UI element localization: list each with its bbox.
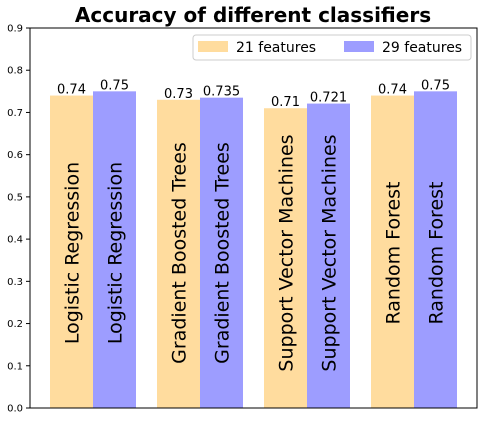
bar-support-vector-machines-21-features: [264, 108, 307, 408]
y-axis: 0.0 0.1 0.2 0.3 0.4 0.5 0.6 0.7 0.8 0.9: [7, 24, 30, 415]
value-label-logistic-regression-21-features: 0.74: [57, 83, 86, 98]
bar-label-gradient-boosted-trees-21-features: Gradient Boosted Trees: [169, 142, 191, 364]
bar-gradient-boosted-trees-29-features: [200, 97, 243, 409]
y-tick-label: 0.8: [7, 66, 23, 77]
y-tick-label: 0.1: [7, 361, 23, 372]
value-label-gradient-boosted-trees-29-features: 0.735: [203, 85, 240, 100]
bar-random-forest-29-features: [414, 91, 457, 408]
legend-label-29-features: 29 features: [382, 40, 462, 56]
bar-label-random-forest-21-features: Random Forest: [383, 181, 405, 324]
plot-frame: [29, 27, 478, 409]
bar-label-logistic-regression-29-features: Logistic Regression: [105, 162, 127, 344]
value-label-logistic-regression-29-features: 0.75: [100, 78, 129, 93]
legend-swatch-21-features: [198, 41, 228, 52]
value-label-random-forest-21-features: 0.74: [378, 83, 407, 98]
bar-label-support-vector-machines-21-features: Support Vector Machines: [276, 134, 298, 371]
legend-label-21-features: 21 features: [236, 40, 316, 56]
bar-label-support-vector-machines-29-features: Support Vector Machines: [319, 134, 341, 371]
value-label-support-vector-machines-21-features: 0.71: [271, 95, 300, 110]
y-tick-label: 0.6: [7, 150, 23, 161]
legend-box: [192, 34, 472, 61]
chart-title: Accuracy of different classifiers: [75, 3, 431, 27]
bar-support-vector-machines-29-features: [307, 103, 350, 409]
legend-swatch-29-features: [344, 41, 374, 52]
bar-gradient-boosted-trees-21-features: [157, 99, 200, 409]
bar-random-forest-21-features: [371, 95, 414, 409]
bar-logistic-regression-29-features: [93, 91, 136, 408]
bar-label-logistic-regression-21-features: Logistic Regression: [62, 162, 84, 344]
bars-layer: 0.74 Logistic Regression 0.73 Gradient Boos…: [50, 78, 457, 409]
bar-label-gradient-boosted-trees-29-features: Gradient Boosted Trees: [212, 142, 234, 364]
y-tick-label: 0.9: [7, 24, 23, 35]
y-tick-label: 0.0: [7, 404, 23, 415]
y-tick-label: 0.4: [7, 235, 23, 246]
y-tick-label: 0.7: [7, 108, 23, 119]
bar-label-random-forest-29-features: Random Forest: [426, 181, 448, 324]
y-tick-label: 0.5: [7, 192, 23, 203]
legend: 21 features 29 features: [192, 34, 472, 61]
y-tick-label: 0.3: [7, 277, 23, 288]
value-label-gradient-boosted-trees-21-features: 0.73: [164, 87, 193, 102]
y-tick-label: 0.2: [7, 319, 23, 330]
bar-logistic-regression-21-features: [50, 95, 93, 409]
value-label-support-vector-machines-29-features: 0.721: [310, 91, 347, 106]
value-label-random-forest-29-features: 0.75: [421, 78, 450, 93]
